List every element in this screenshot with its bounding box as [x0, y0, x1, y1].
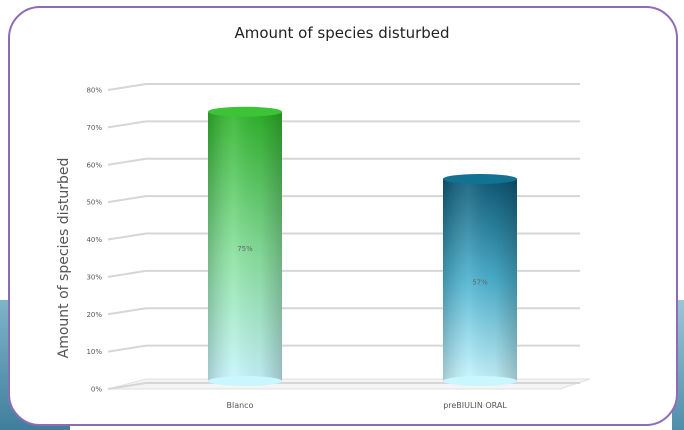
gridline-side [107, 120, 147, 129]
grid [107, 83, 591, 390]
bar-base [208, 376, 282, 386]
bar-shading [208, 111, 282, 381]
bar-top [208, 106, 282, 117]
gridline-side [107, 269, 147, 278]
bars [208, 106, 517, 386]
y-tick-label: 40% [86, 236, 102, 244]
bar-top [443, 173, 517, 184]
gridline-side [107, 232, 147, 241]
chart-title: Amount of species disturbed [234, 24, 449, 42]
y-tick-label: 50% [86, 199, 102, 207]
bar-blanco [208, 106, 282, 386]
gridline-side [107, 195, 147, 204]
y-tick-label: 10% [86, 348, 102, 356]
bar-prebiulin-oral [443, 173, 517, 386]
gridline-side [107, 344, 147, 353]
labels: 0% 10% 20% 30% 40% 50% 60% 70% 80% 75% Blanco 57% pr… [86, 87, 507, 411]
y-axis-label: Amount of species disturbed [56, 158, 72, 359]
bar-base [443, 376, 517, 386]
gridline-side [107, 307, 147, 316]
y-tick-label: 80% [86, 87, 102, 95]
x-category-label: preBIULIN ORAL [443, 401, 507, 410]
chart-frame [8, 6, 678, 426]
y-tick-label: 70% [86, 124, 102, 132]
bar-shading [443, 178, 517, 381]
gridline-side [107, 83, 147, 91]
data-label: 75% [237, 245, 253, 253]
gridline-side [107, 157, 147, 166]
x-category-label: Blanco [227, 401, 254, 410]
y-tick-label: 60% [86, 161, 102, 169]
y-tick-label: 20% [86, 311, 102, 319]
data-label: 57% [472, 278, 488, 286]
y-tick-label: 30% [86, 273, 102, 281]
y-tick-label: 0% [91, 386, 102, 394]
gridline-side [107, 382, 147, 390]
